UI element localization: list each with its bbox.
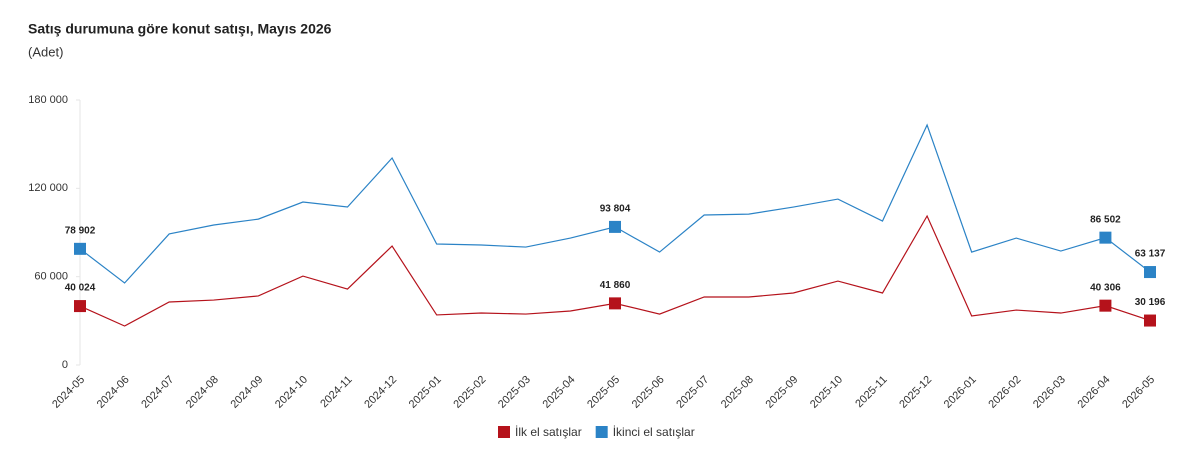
chart-title: Satış durumuna göre konut satışı, Mayıs … xyxy=(28,21,332,37)
x-tick-label: 2025-08 xyxy=(719,374,756,411)
x-tick-label: 2025-11 xyxy=(853,374,889,410)
point-marker xyxy=(609,220,621,233)
x-tick-label: 2026-02 xyxy=(986,374,1023,411)
x-tick-label: 2025-03 xyxy=(496,374,533,411)
x-tick-label: 2024-10 xyxy=(273,374,310,411)
x-tick-label: 2026-03 xyxy=(1031,374,1068,411)
y-tick-label: 60 000 xyxy=(34,271,68,283)
data-label: 78 902 xyxy=(65,225,96,236)
point-marker xyxy=(1144,314,1156,327)
y-tick-label: 120 000 xyxy=(28,182,68,194)
x-tick-label: 2025-01 xyxy=(407,374,444,411)
x-tick-label: 2024-06 xyxy=(95,374,132,411)
x-tick-label: 2025-10 xyxy=(808,374,845,411)
point-marker xyxy=(609,297,621,310)
x-tick-label: 2025-06 xyxy=(630,374,667,411)
data-label: 63 137 xyxy=(1135,249,1166,260)
data-label: 40 306 xyxy=(1090,282,1121,293)
y-tick-label: 180 000 xyxy=(28,94,68,106)
point-marker xyxy=(74,300,86,313)
x-tick-label: 2025-09 xyxy=(763,374,800,411)
x-tick-label: 2024-07 xyxy=(139,374,176,411)
x-tick-label: 2024-08 xyxy=(184,374,221,411)
x-tick-label: 2025-12 xyxy=(897,374,934,411)
data-label: 86 502 xyxy=(1090,214,1121,225)
x-tick-label: 2024-11 xyxy=(318,374,354,410)
legend-label: İlk el satışlar xyxy=(515,425,582,439)
data-label: 40 024 xyxy=(65,283,96,294)
point-marker xyxy=(1099,299,1112,312)
data-label: 30 196 xyxy=(1135,297,1166,308)
x-tick-label: 2025-04 xyxy=(541,374,578,411)
chart-subtitle: (Adet) xyxy=(28,44,63,59)
x-tick-label: 2025-07 xyxy=(674,374,711,411)
point-marker xyxy=(1144,266,1156,279)
x-tick-label: 2024-12 xyxy=(362,374,399,411)
point-marker xyxy=(1099,231,1112,244)
x-tick-label: 2026-04 xyxy=(1076,374,1113,411)
x-tick-label: 2025-02 xyxy=(451,374,488,411)
x-tick-label: 2026-01 xyxy=(942,374,979,411)
x-tick-label: 2026-05 xyxy=(1120,374,1157,411)
data-label: 41 860 xyxy=(600,280,631,291)
point-marker xyxy=(74,242,86,255)
x-tick-label: 2025-05 xyxy=(585,374,622,411)
legend-swatch xyxy=(498,426,510,438)
legend-label: İkinci el satışlar xyxy=(613,425,695,439)
x-tick-label: 2024-05 xyxy=(50,374,87,411)
legend-swatch xyxy=(595,426,608,438)
y-tick-label: 0 xyxy=(62,359,68,371)
x-tick-label: 2024-09 xyxy=(228,374,265,411)
data-label: 93 804 xyxy=(600,204,631,215)
